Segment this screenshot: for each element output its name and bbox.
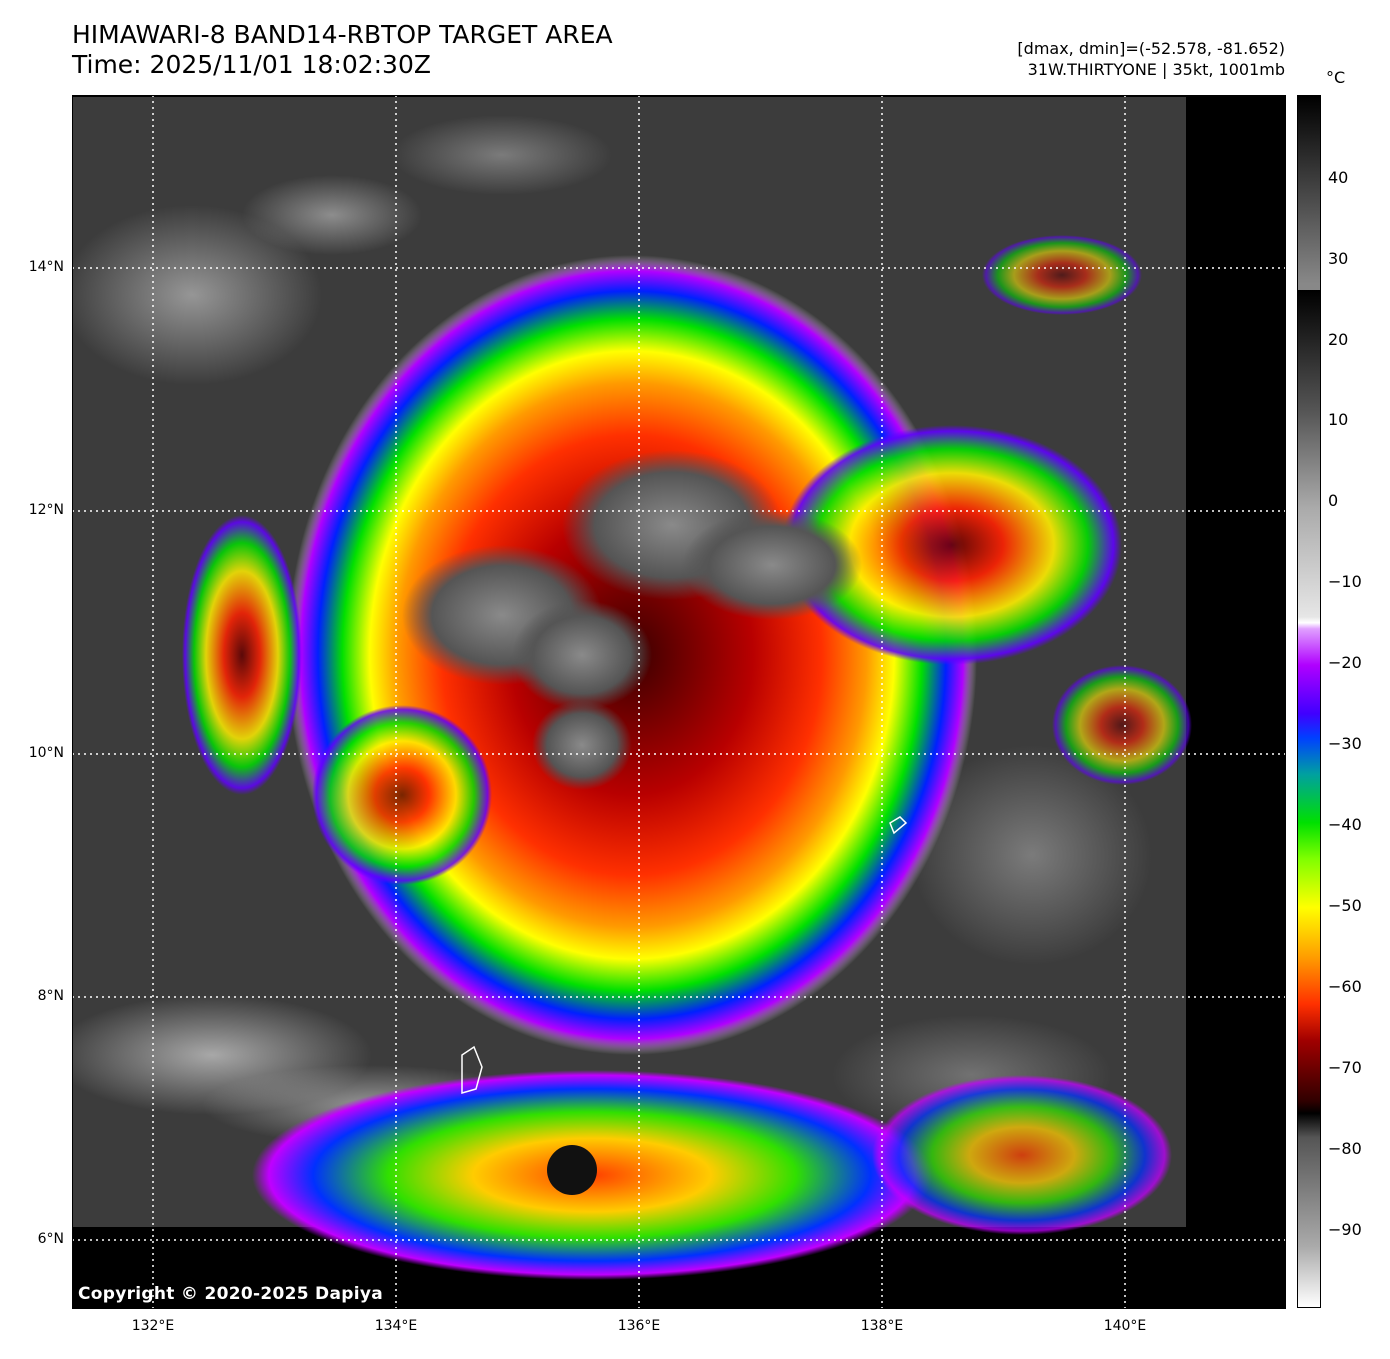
storm-name-label: 31W.THIRTYONE | 35kt, 1001mb bbox=[1027, 60, 1285, 79]
lon-label: 140°E bbox=[1103, 1318, 1147, 1334]
colorbar-tick: −70 bbox=[1328, 1058, 1362, 1077]
title-line-2: Time: 2025/11/01 18:02:30Z bbox=[72, 50, 431, 79]
colorbar-tick: 40 bbox=[1328, 168, 1349, 187]
colorbar-tick: −60 bbox=[1328, 977, 1362, 996]
satellite-imagery-svg bbox=[72, 95, 1286, 1309]
lon-label: 136°E bbox=[617, 1318, 661, 1334]
colorbar-tick: −50 bbox=[1328, 896, 1362, 915]
island-outline bbox=[889, 816, 908, 835]
lat-label: 8°N bbox=[37, 988, 64, 1004]
colorbar-tick: −40 bbox=[1328, 815, 1362, 834]
lat-label: 14°N bbox=[28, 259, 64, 275]
colorbar-tick: 20 bbox=[1328, 330, 1349, 349]
colorbar-tick: −10 bbox=[1328, 572, 1362, 591]
lon-label: 134°E bbox=[374, 1318, 418, 1334]
colorbar-tick: 10 bbox=[1328, 410, 1349, 429]
copyright-label: Copyright © 2020-2025 Dapiya bbox=[78, 1284, 383, 1304]
satellite-image bbox=[72, 95, 1286, 1309]
lat-label: 10°N bbox=[28, 745, 64, 761]
lat-label: 12°N bbox=[28, 502, 64, 518]
colorbar-tick: −90 bbox=[1328, 1220, 1362, 1239]
island-outline bbox=[461, 1045, 483, 1094]
colorbar-tick: −30 bbox=[1328, 734, 1362, 753]
dmax-dmin-label: [dmax, dmin]=(-52.578, -81.652) bbox=[1017, 39, 1285, 58]
colorbar-tick: −80 bbox=[1328, 1139, 1362, 1158]
colorbar-tick: 30 bbox=[1328, 249, 1349, 268]
title-line-1: HIMAWARI-8 BAND14-RBTOP TARGET AREA bbox=[72, 20, 613, 49]
colorbar-tick: −20 bbox=[1328, 653, 1362, 672]
lon-label: 138°E bbox=[860, 1318, 904, 1334]
image-title: HIMAWARI-8 BAND14-RBTOP TARGET AREA Time:… bbox=[72, 20, 613, 80]
colorbar bbox=[1297, 95, 1321, 1308]
lat-label: 6°N bbox=[37, 1231, 64, 1247]
storm-info: [dmax, dmin]=(-52.578, -81.652) 31W.THIR… bbox=[1017, 38, 1285, 80]
lon-label: 132°E bbox=[131, 1318, 175, 1334]
colorbar-tick: 0 bbox=[1328, 491, 1339, 510]
colorbar-unit: °C bbox=[1326, 68, 1346, 87]
graticule bbox=[72, 95, 1286, 1309]
